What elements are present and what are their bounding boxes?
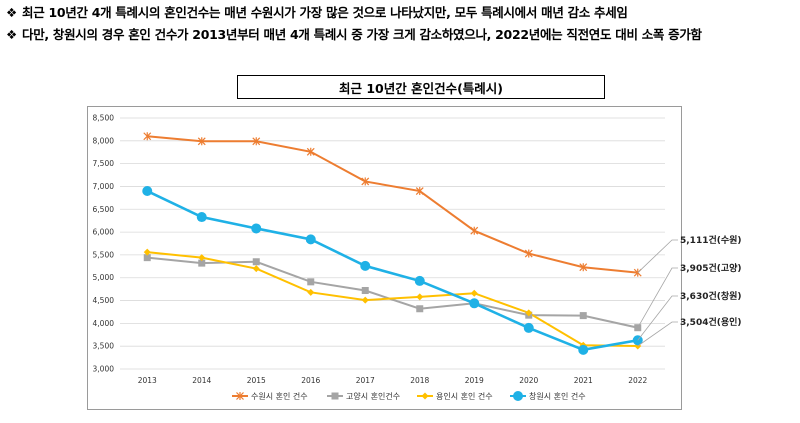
chart-frame (87, 106, 682, 410)
y-tick-label: 7,000 (93, 182, 115, 191)
y-tick-label: 5,500 (93, 250, 115, 259)
data-point-1-8 (579, 312, 587, 320)
series-line-3 (146, 189, 638, 352)
legend-label-2: 용인시 혼인 건수 (436, 391, 493, 401)
x-tick-label: 2014 (192, 376, 211, 385)
legend-label-1: 고양시 혼인건수 (346, 391, 400, 401)
data-point-3-2 (251, 223, 262, 234)
legend-marker-1 (331, 392, 339, 400)
series-line-1 (147, 256, 638, 329)
callout-leader (637, 295, 678, 341)
data-point-1-3 (307, 278, 315, 286)
data-point-0-5 (415, 187, 424, 196)
data-point-2-4 (361, 296, 369, 304)
legend-marker-2 (421, 392, 429, 400)
summary-bullets: ❖ 최근 10년간 4개 특례시의 혼인건수는 매년 수원시가 가장 많은 것으로… (6, 2, 796, 46)
data-point-0-0 (143, 132, 152, 141)
x-tick-label: 2022 (628, 376, 647, 385)
summary-bullet-1-text: 최근 10년간 4개 특례시의 혼인건수는 매년 수원시가 가장 많은 것으로 … (22, 5, 628, 20)
data-point-0-1 (197, 137, 206, 146)
x-tick-label: 2015 (247, 376, 266, 385)
data-point-0-2 (252, 137, 261, 146)
y-tick-label: 4,000 (93, 319, 115, 328)
y-tick-label: 5,000 (93, 273, 115, 282)
data-point-2-0 (143, 248, 151, 256)
callout-label: 3,905건(고양) (680, 262, 742, 274)
data-point-1-1 (198, 259, 206, 267)
data-point-2-3 (307, 288, 315, 296)
data-point-3-7 (523, 322, 534, 333)
data-point-0-6 (470, 226, 479, 235)
x-tick-label: 2019 (465, 376, 484, 385)
data-point-1-0 (143, 254, 151, 262)
y-tick-label: 6,500 (93, 205, 115, 214)
x-tick-label: 2020 (519, 376, 538, 385)
legend-marker-0 (236, 392, 244, 400)
y-tick-label: 4,500 (93, 296, 115, 305)
summary-bullet-2-text: 다만, 창원시의 경우 혼인 건수가 2013년부터 매년 4개 특례시 중 가… (22, 27, 702, 42)
summary-bullet-2: ❖ 다만, 창원시의 경우 혼인 건수가 2013년부터 매년 4개 특례시 중 … (6, 24, 796, 46)
x-tick-label: 2017 (356, 376, 375, 385)
data-point-3-6 (469, 298, 480, 309)
data-point-3-5 (414, 275, 425, 286)
legend-marker-3 (513, 391, 523, 401)
callout-leader (637, 321, 678, 347)
x-tick-label: 2018 (410, 376, 429, 385)
y-tick-label: 7,500 (93, 159, 115, 168)
data-point-3-3 (305, 234, 316, 245)
callout-label: 5,111건(수원) (680, 234, 742, 246)
diamond-bullet-icon: ❖ (6, 5, 17, 20)
y-tick-label: 3,500 (93, 342, 115, 351)
series-line-0 (147, 135, 638, 274)
x-tick-label: 2016 (301, 376, 320, 385)
data-point-1-5 (416, 305, 424, 313)
data-point-0-4 (361, 177, 370, 186)
x-tick-label: 2013 (138, 376, 157, 385)
data-point-0-7 (524, 249, 533, 258)
data-point-1-4 (361, 287, 369, 295)
data-point-3-8 (578, 344, 589, 355)
chart-title: 최근 10년간 혼인건수(특례시) (237, 75, 605, 99)
y-tick-label: 8,000 (93, 136, 115, 145)
y-tick-label: 8,500 (93, 114, 115, 123)
data-point-2-5 (416, 293, 424, 301)
legend-label-3: 창원시 혼인 건수 (529, 391, 586, 401)
y-tick-label: 6,000 (93, 228, 115, 237)
y-tick-label: 3,000 (93, 365, 115, 374)
series-line-2 (147, 251, 638, 347)
callout-leader (637, 267, 678, 328)
data-point-1-2 (252, 258, 260, 266)
data-point-2-6 (470, 289, 478, 297)
callout-label: 3,630건(창원) (680, 290, 742, 302)
data-point-2-1 (198, 254, 206, 262)
legend-label-0: 수원시 혼인 건수 (251, 391, 308, 401)
data-point-0-3 (306, 147, 315, 156)
data-point-3-4 (360, 260, 371, 271)
data-point-2-2 (252, 265, 260, 273)
data-point-3-1 (196, 212, 207, 223)
data-point-2-7 (525, 309, 533, 317)
summary-bullet-1: ❖ 최근 10년간 4개 특례시의 혼인건수는 매년 수원시가 가장 많은 것으로… (6, 2, 796, 24)
callout-label: 3,504건(용인) (680, 316, 742, 328)
x-tick-label: 2021 (574, 376, 593, 385)
diamond-bullet-icon: ❖ (6, 27, 17, 42)
callout-leader (637, 239, 678, 273)
data-point-3-0 (142, 186, 153, 197)
data-point-0-8 (579, 263, 588, 272)
